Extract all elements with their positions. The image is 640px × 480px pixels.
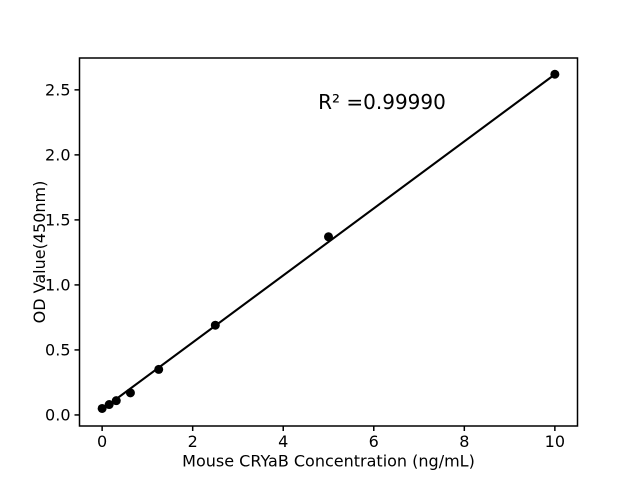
- y-tick-label: 0.5: [45, 340, 70, 359]
- data-point: [125, 388, 135, 398]
- data-point: [97, 403, 107, 413]
- data-point: [550, 69, 560, 79]
- y-tick-label: 1.0: [45, 275, 70, 294]
- plot-frame: [78, 57, 579, 427]
- y-tick-label: 2.5: [45, 80, 70, 99]
- data-point: [104, 400, 114, 410]
- x-tick-label: 6: [369, 432, 379, 451]
- y-tick-label: 1.5: [45, 210, 70, 229]
- x-tick-label: 10: [545, 432, 565, 451]
- data-point: [154, 364, 164, 374]
- x-tick-label: 8: [459, 432, 469, 451]
- data-point: [111, 396, 121, 406]
- y-tick-label: 0.0: [45, 405, 70, 424]
- fit-line: [101, 73, 556, 411]
- x-tick-label: 2: [188, 432, 198, 451]
- x-tick-label: 4: [278, 432, 288, 451]
- r-squared-annotation: R² =0.99990: [318, 90, 446, 114]
- data-point: [210, 320, 220, 330]
- x-tick-label: 0: [97, 432, 107, 451]
- y-tick-label: 2.0: [45, 145, 70, 164]
- data-point: [324, 232, 333, 242]
- x-axis-label: Mouse CRYaB Concentration (ng/mL): [182, 452, 475, 471]
- y-axis-label: OD Value(450nm): [30, 181, 49, 324]
